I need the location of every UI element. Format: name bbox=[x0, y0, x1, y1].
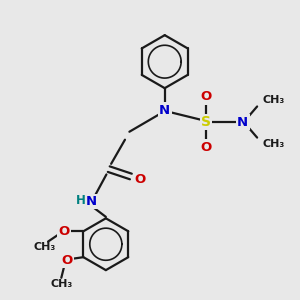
Text: O: O bbox=[61, 254, 73, 267]
Text: N: N bbox=[85, 195, 97, 208]
Text: N: N bbox=[159, 104, 170, 117]
Text: CH₃: CH₃ bbox=[262, 139, 285, 149]
Text: H: H bbox=[76, 194, 86, 207]
Text: S: S bbox=[201, 115, 211, 129]
Text: CH₃: CH₃ bbox=[262, 95, 285, 105]
Text: CH₃: CH₃ bbox=[34, 242, 56, 253]
Text: N: N bbox=[237, 116, 248, 128]
Text: CH₃: CH₃ bbox=[50, 279, 72, 289]
Text: O: O bbox=[200, 141, 211, 154]
Text: O: O bbox=[134, 173, 145, 186]
Text: O: O bbox=[58, 225, 70, 238]
Text: O: O bbox=[200, 91, 211, 103]
